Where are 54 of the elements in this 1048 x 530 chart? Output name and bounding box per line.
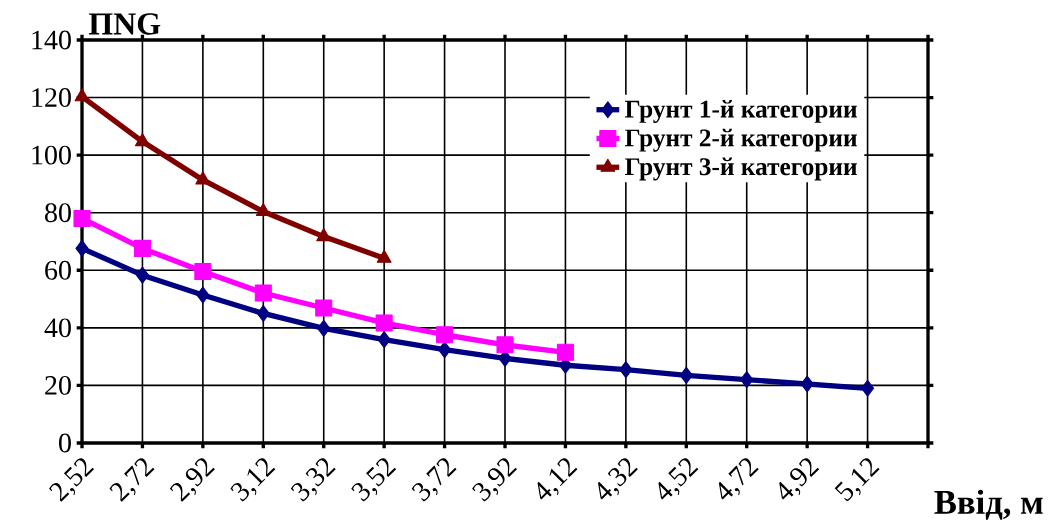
legend-label: Грунт 1-й категории [625,99,857,123]
point [254,284,272,302]
x-tick-label: 4,12 [537,458,578,500]
x-tick-label: 4,92 [779,458,820,500]
x-axis-title: Ввід, м [934,489,1043,520]
y-tick-label: 120 [32,88,71,108]
point [133,239,151,257]
point [317,319,331,337]
point [619,361,633,379]
x-tick-label: 4,72 [718,458,759,500]
x-tick-label: 4,32 [598,458,638,500]
x-tick-label: 3,32 [290,458,336,502]
y-tick-label: 60 [45,260,71,280]
point [194,262,212,280]
x-tick-label: 3,12 [230,458,276,502]
y-tick-label: 100 [32,145,71,165]
y-axis-title: ПNG [88,13,161,35]
point [861,379,875,397]
x-tick-label: 5,12 [834,458,880,502]
point [438,341,452,359]
x-tick-label: 2,72 [109,458,155,502]
legend-label: Грунт 2-й категории [625,128,857,152]
point [436,326,454,344]
x-tick-label: 2,52 [49,458,95,502]
point [377,331,391,349]
x-tick-label: 3,52 [351,458,397,502]
y-tick-label: 20 [45,375,71,395]
x-tick-label: 3,72 [411,458,457,502]
point [255,203,271,217]
point [195,171,211,185]
point [134,133,150,147]
point [315,299,333,317]
point [73,209,91,227]
y-tick-label: 140 [32,30,71,50]
x-tick-label: 2,92 [169,458,215,502]
y-tick-label: 80 [45,203,71,223]
point [375,314,393,332]
y-tick-label: 40 [44,318,71,338]
point [75,239,89,257]
point [316,228,332,242]
point [135,266,149,284]
point [740,371,754,389]
point [256,304,270,322]
point [376,249,392,263]
point [679,366,693,384]
legend-label: Грунт 3-й категории [625,157,857,181]
point [496,336,514,354]
point [74,88,90,102]
point [556,343,574,361]
x-tick-label: 3,92 [472,458,518,502]
y-tick-label: 0 [59,433,71,453]
point [800,375,814,393]
point [196,286,210,304]
x-tick-label: 4,52 [658,458,699,500]
